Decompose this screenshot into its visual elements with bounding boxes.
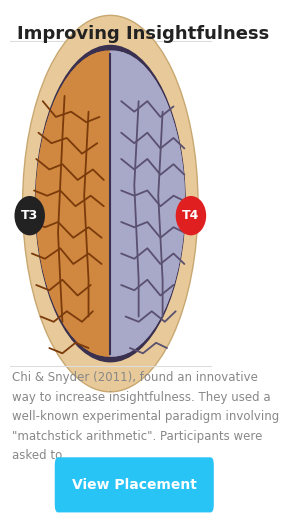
Bar (110, 2, 219, 526)
Ellipse shape (103, 93, 118, 118)
Ellipse shape (176, 196, 206, 235)
Ellipse shape (40, 51, 185, 356)
Bar (1, 2, 110, 526)
Ellipse shape (35, 45, 186, 362)
Text: T4: T4 (182, 209, 200, 222)
Ellipse shape (53, 186, 67, 226)
Bar (1, 2, 110, 526)
Text: T3: T3 (21, 209, 38, 222)
Ellipse shape (40, 51, 185, 356)
FancyBboxPatch shape (55, 457, 214, 513)
Text: Chi & Snyder (2011), found an innovative
way to increase insightfulness. They us: Chi & Snyder (2011), found an innovative… (12, 371, 280, 462)
Ellipse shape (35, 51, 181, 356)
Bar (110, 2, 219, 526)
Text: View Placement: View Placement (72, 478, 197, 492)
Ellipse shape (22, 15, 198, 392)
Text: Improving Insightfulness: Improving Insightfulness (17, 25, 269, 43)
Ellipse shape (154, 186, 167, 226)
Ellipse shape (35, 51, 181, 356)
Ellipse shape (14, 196, 45, 235)
